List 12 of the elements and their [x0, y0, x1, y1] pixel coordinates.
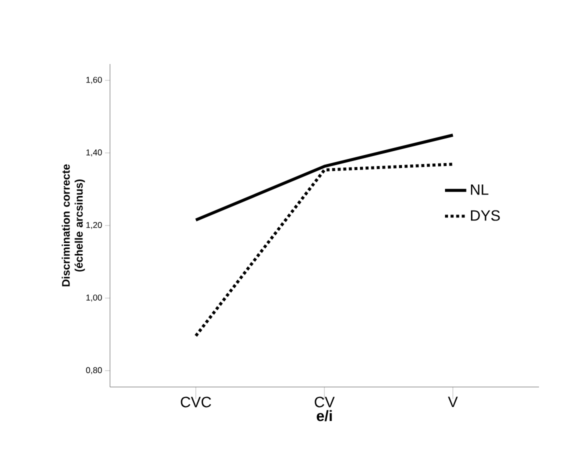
- legend-label: NL: [470, 184, 488, 195]
- y-axis-title: Discrimination correcte (échelle arcsinus): [62, 164, 85, 286]
- legend-label: DYS: [470, 210, 500, 221]
- y-tick-label: 1,00: [86, 294, 102, 302]
- y-tick-label: 0,80: [86, 367, 102, 374]
- x-axis-title: e/i: [316, 410, 332, 422]
- y-tick-label: 1,40: [86, 149, 102, 156]
- y-tick-label: 1,20: [86, 222, 102, 229]
- y-tick-label: 1,60: [86, 76, 102, 84]
- x-tick-label: V: [448, 396, 458, 408]
- x-tick-label: CV: [314, 396, 335, 408]
- x-tick-label: CVC: [180, 396, 212, 408]
